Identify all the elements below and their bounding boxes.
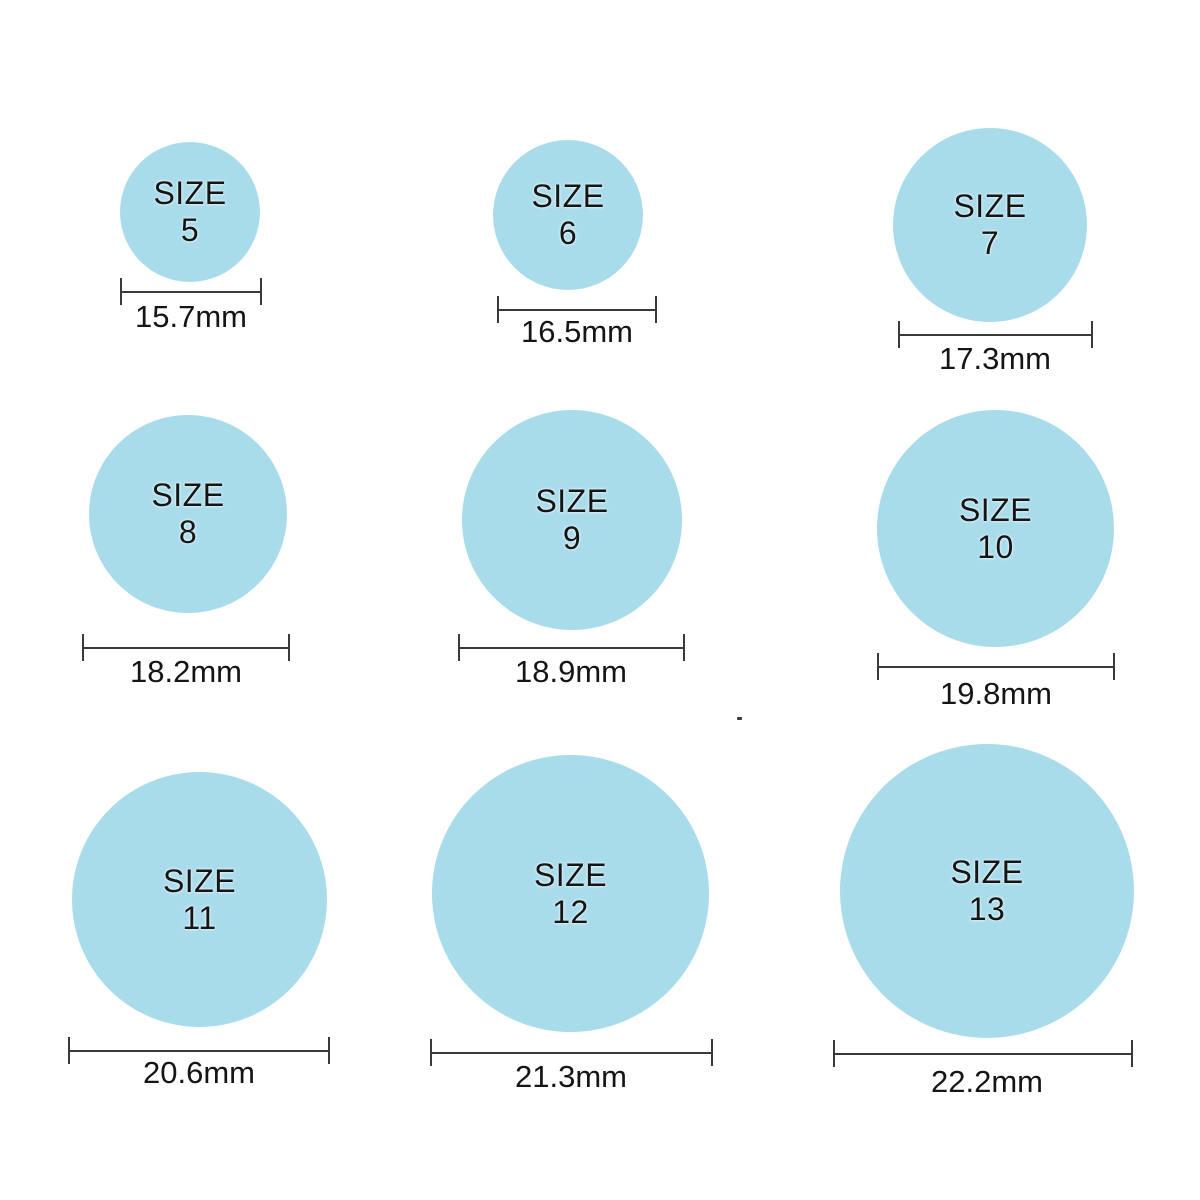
size-number-label: 6 — [558, 215, 578, 251]
size-word: SIZE — [958, 491, 1033, 528]
ring-circle: SIZE 12 — [432, 755, 709, 1032]
ring-circle: SIZE 11 — [72, 772, 327, 1027]
size-number-label: 12 — [552, 893, 589, 930]
diameter-label: 17.3mm — [939, 341, 1051, 376]
diameter-measure-line — [82, 634, 290, 661]
ring-circle: SIZE 13 — [840, 744, 1134, 1038]
size-word: SIZE — [162, 862, 237, 899]
artifact-dot — [737, 717, 742, 720]
diameter-label: 18.2mm — [130, 654, 242, 689]
diameter-measure-line — [120, 278, 262, 305]
ring-circle: SIZE 7 — [893, 128, 1087, 322]
diameter-measure-line — [68, 1037, 330, 1064]
diameter-label: 22.2mm — [931, 1064, 1043, 1099]
diameter-label: 19.8mm — [940, 676, 1052, 711]
size-word: SIZE — [153, 175, 227, 211]
size-number-label: 11 — [182, 899, 217, 936]
diameter-label: 21.3mm — [515, 1059, 627, 1094]
size-word: SIZE — [953, 188, 1027, 224]
diameter-measure-line — [458, 634, 685, 661]
ring-circle: SIZE 8 — [89, 415, 287, 613]
diameter-label: 16.5mm — [521, 314, 633, 349]
diameter-label: 18.9mm — [515, 654, 627, 689]
size-number-label: 9 — [562, 520, 582, 556]
diameter-measure-line — [877, 653, 1115, 680]
diameter-label: 15.7mm — [135, 299, 247, 334]
size-number-label: 7 — [980, 225, 1000, 261]
size-word: SIZE — [151, 477, 225, 513]
size-word: SIZE — [533, 856, 608, 893]
ring-circle: SIZE 5 — [120, 142, 260, 282]
diameter-label: 20.6mm — [143, 1055, 255, 1090]
size-word: SIZE — [950, 854, 1024, 890]
diameter-measure-line — [833, 1040, 1133, 1067]
size-number-label: 8 — [178, 514, 198, 550]
size-word: SIZE — [535, 483, 609, 519]
diameter-measure-line — [430, 1039, 713, 1066]
ring-circle: SIZE 9 — [462, 410, 682, 630]
ring-circle: SIZE 10 — [877, 410, 1114, 647]
size-word: SIZE — [531, 178, 605, 214]
diameter-measure-line — [898, 321, 1093, 348]
ring-circle: SIZE 6 — [493, 140, 643, 290]
diameter-measure-line — [497, 296, 657, 323]
size-number-label: 5 — [180, 212, 200, 248]
size-number-label: 13 — [968, 891, 1006, 927]
size-number-label: 10 — [977, 528, 1014, 565]
